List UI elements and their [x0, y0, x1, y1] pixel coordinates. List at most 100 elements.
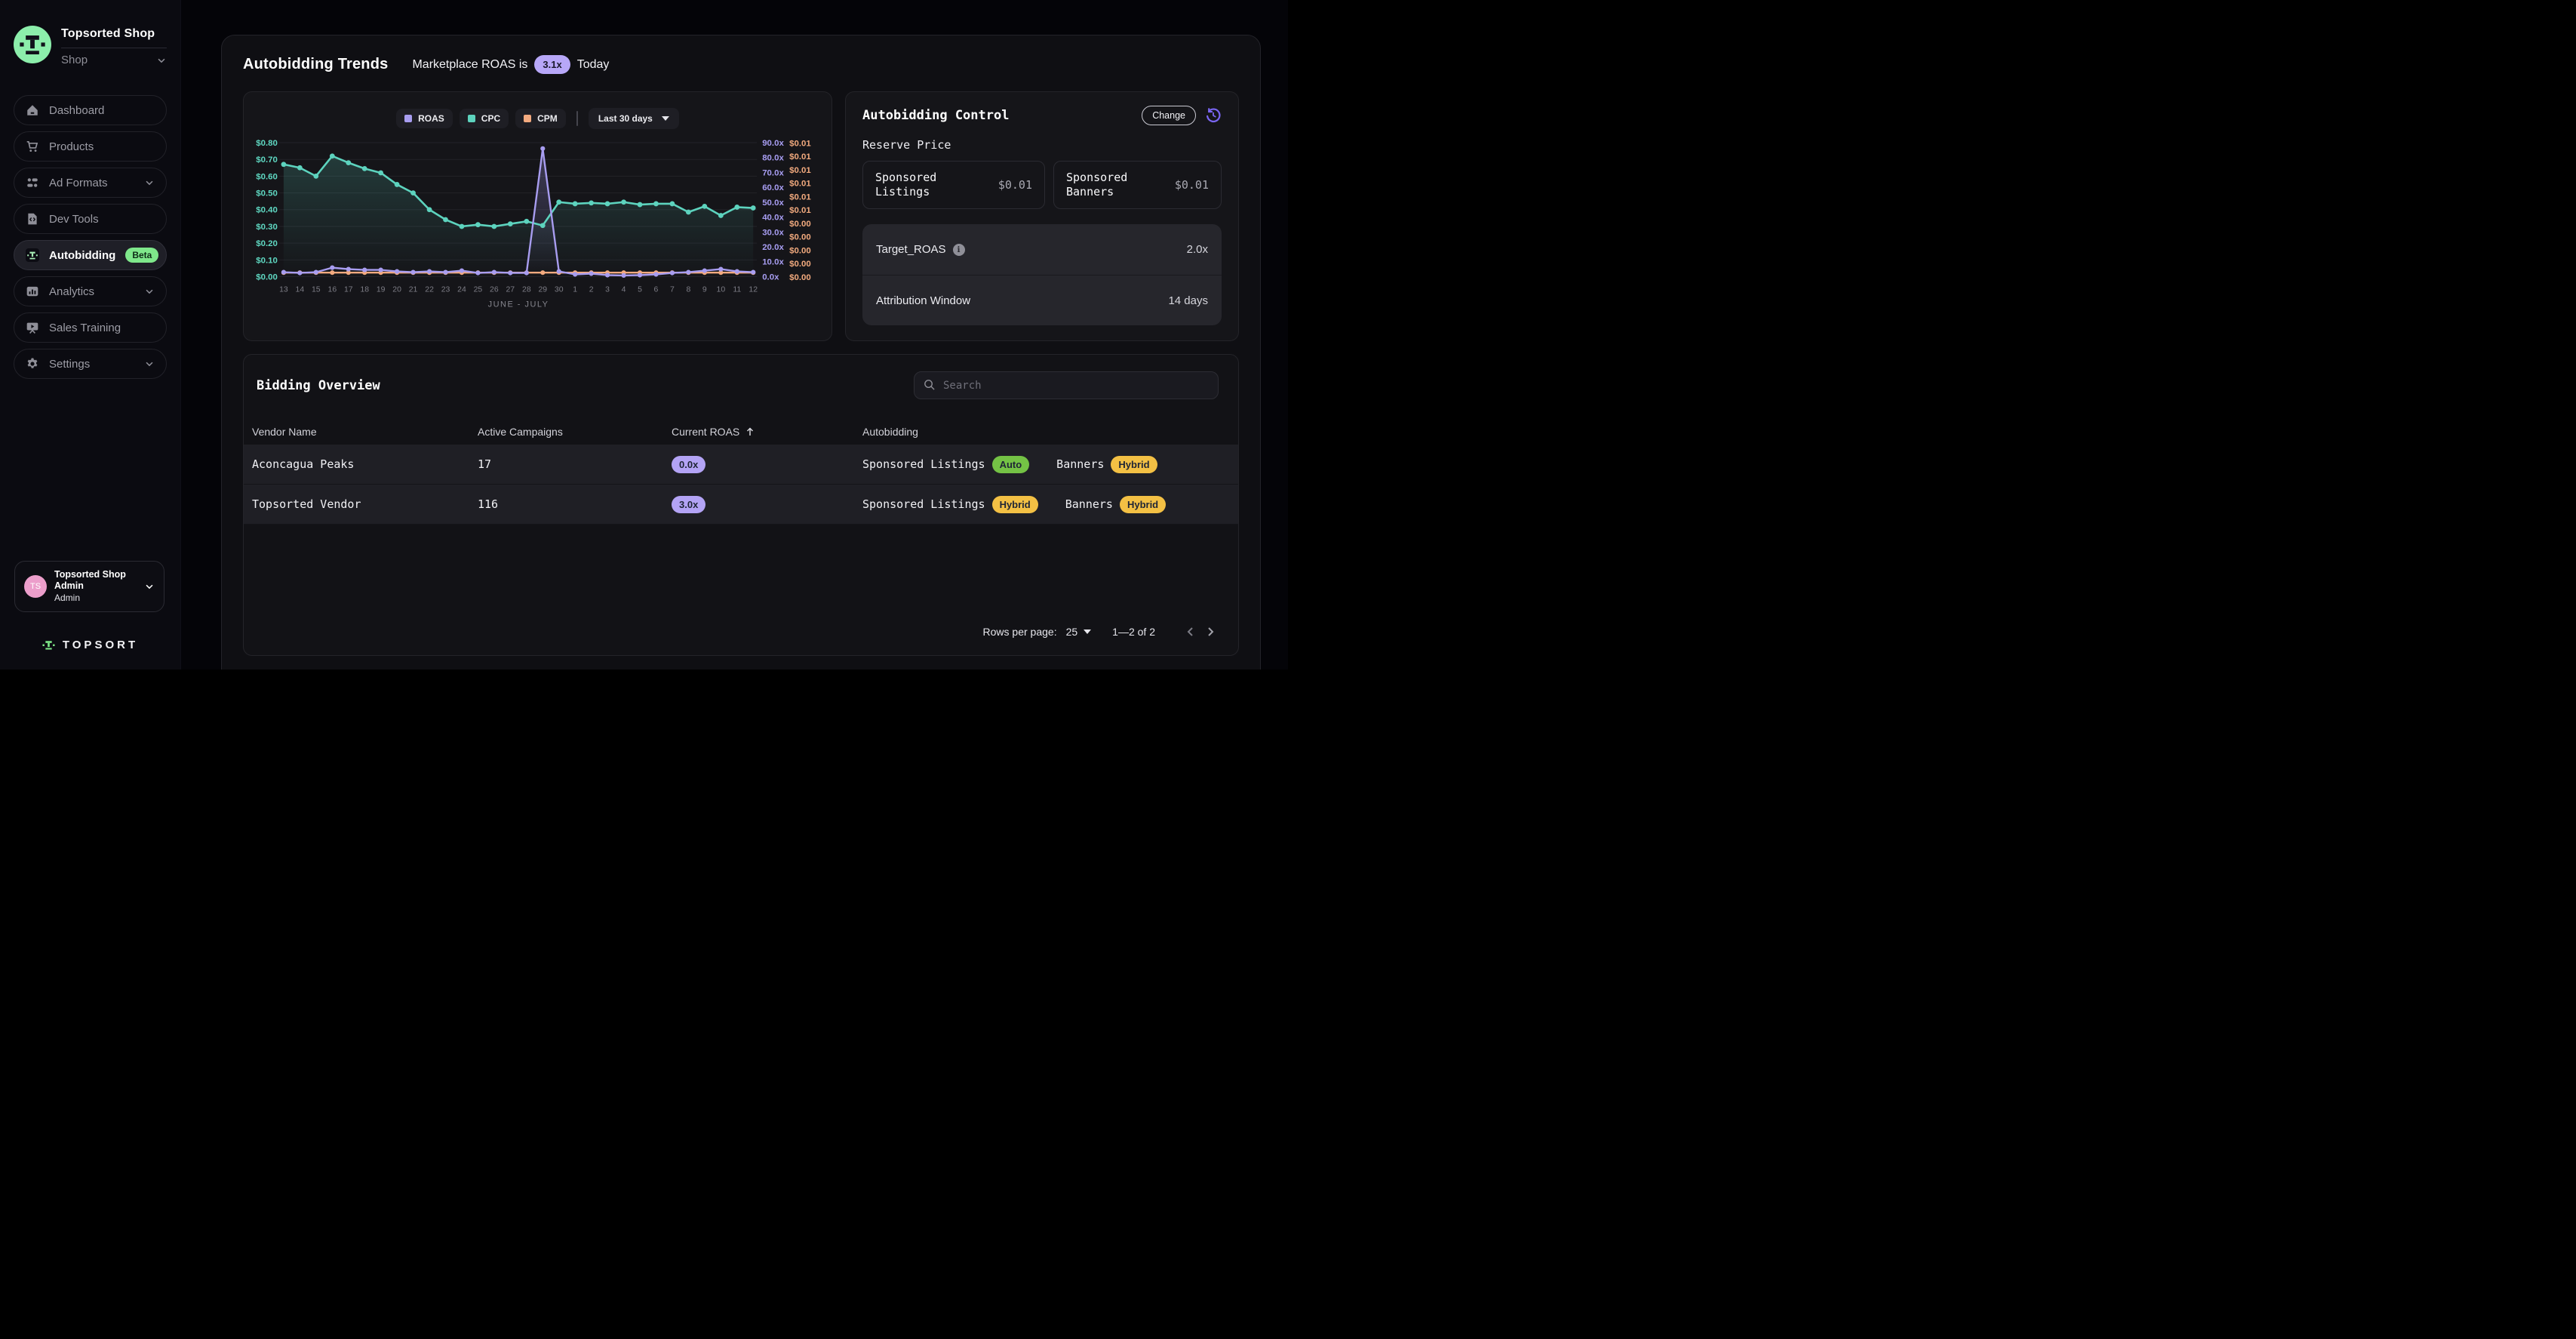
svg-text:24: 24 [457, 285, 466, 294]
chevron-down-icon [144, 359, 155, 369]
user-menu[interactable]: TS Topsorted Shop Admin Admin [14, 560, 164, 612]
bidding-overview-card: Bidding Overview Vendor Name Active Campa… [243, 354, 1239, 656]
cart-icon [26, 140, 39, 153]
legend-swatch-icon [404, 115, 413, 122]
user-name: Topsorted Shop Admin [54, 568, 126, 592]
legend-item-cpm[interactable]: CPM [515, 109, 566, 128]
listings-mode-badge[interactable]: Hybrid [991, 495, 1038, 513]
column-header-autobidding: Autobidding [862, 426, 1238, 438]
workspace-name: Topsorted Shop [61, 27, 155, 40]
banners-mode-badge[interactable]: Hybrid [1111, 455, 1157, 473]
banners-mode-badge[interactable]: Hybrid [1119, 495, 1167, 513]
workspace-header: Topsorted Shop Shop [14, 26, 167, 66]
search-input[interactable] [914, 371, 1219, 399]
listings-label: Sponsored Listings [862, 497, 985, 511]
caret-down-icon [661, 116, 669, 121]
column-header-vendor-name: Vendor Name [252, 426, 478, 438]
vendors-table: Vendor Name Active Campaigns Current ROAS A… [244, 419, 1238, 525]
chevron-down-icon [144, 581, 155, 592]
autobidding-cell: Sponsored Listings Hybrid Banners Hybrid [862, 495, 1238, 513]
svg-text:25: 25 [474, 285, 483, 294]
active-campaigns-cell: 116 [478, 497, 499, 511]
svg-text:16: 16 [328, 285, 337, 294]
sidebar-item-label: Analytics [49, 285, 95, 298]
svg-text:$0.80: $0.80 [256, 139, 278, 148]
svg-text:6: 6 [654, 285, 659, 294]
sidebar-item-sales-training[interactable]: Sales Training [14, 312, 167, 343]
svg-text:20.0x: 20.0x [762, 243, 784, 252]
chart-legend: ROAS CPC CPM Last 30 days [256, 108, 819, 129]
svg-text:26: 26 [490, 285, 499, 294]
banners-label: Banners [1065, 497, 1113, 511]
legend-label: ROAS [418, 113, 444, 124]
column-header-label: Vendor Name [252, 426, 317, 438]
setting-label: Target_ROAS [876, 243, 946, 256]
current-roas-cell: 0.0x [672, 455, 862, 473]
rows-per-page-select[interactable]: 25 [1066, 626, 1092, 638]
svg-text:$0.50: $0.50 [256, 189, 278, 199]
analytics-icon [26, 285, 39, 298]
previous-page-button[interactable] [1181, 622, 1200, 642]
user-role: Admin [54, 593, 81, 603]
column-header-active-campaigns: Active Campaigns [478, 426, 672, 438]
sidebar-item-analytics[interactable]: Analytics [14, 276, 167, 306]
svg-text:2: 2 [589, 285, 594, 294]
sidebar-item-autobidding[interactable]: Autobidding Beta [14, 240, 167, 270]
legend-item-roas[interactable]: ROAS [396, 109, 453, 128]
svg-text:1: 1 [573, 285, 577, 294]
sidebar-item-label: Autobidding [49, 248, 116, 262]
date-range-select[interactable]: Last 30 days [588, 108, 679, 129]
svg-text:0.0x: 0.0x [762, 272, 779, 282]
workspace-selector[interactable]: Shop [61, 54, 167, 66]
rows-per-page-value: 25 [1065, 626, 1078, 638]
next-page-button[interactable] [1200, 622, 1220, 642]
legend-swatch-icon [467, 115, 475, 122]
sidebar-item-products[interactable]: Products [14, 131, 167, 162]
autobidding-control-card: Autobidding Control Change [845, 91, 1239, 341]
svg-text:13: 13 [279, 285, 288, 294]
sidebar-item-ad-formats[interactable]: Ad Formats [14, 168, 167, 198]
svg-text:9: 9 [702, 285, 707, 294]
sidebar-item-dashboard[interactable]: Dashboard [14, 95, 167, 125]
table-row[interactable]: Topsorted Vendor 116 3.0x Sponsored Listing… [244, 485, 1238, 525]
users-icon [26, 176, 39, 189]
topsort-logo-icon [14, 26, 51, 63]
svg-text:11: 11 [733, 285, 741, 294]
setting-label: Attribution Window [876, 294, 971, 307]
table-pagination: Rows per page: 25 1—2 of 2 [244, 608, 1238, 655]
presentation-icon [26, 321, 39, 334]
column-header-label: Autobidding [862, 426, 918, 438]
chevron-down-icon [144, 177, 155, 188]
roas-badge: 0.0x [672, 455, 706, 473]
reserve-price-heading: Reserve Price [862, 138, 951, 152]
svg-text:JUNE - JULY: JUNE - JULY [488, 300, 549, 309]
reserve-price-value: $0.01 [1174, 178, 1209, 192]
svg-text:$0.40: $0.40 [256, 206, 278, 215]
sort-arrow-up-icon [745, 426, 755, 437]
svg-text:5: 5 [638, 285, 642, 294]
info-icon[interactable]: i [952, 243, 965, 256]
vendor-name-cell: Topsorted Vendor [252, 497, 361, 511]
sidebar-item-settings[interactable]: Settings [14, 349, 167, 379]
page-title: Autobidding Trends [243, 56, 389, 72]
svg-text:21: 21 [409, 285, 418, 294]
autobidding-panel: Autobidding Trends Marketplace ROAS is 3… [221, 35, 1261, 670]
change-button[interactable]: Change [1142, 106, 1196, 125]
legend-label: CPM [537, 113, 558, 124]
gear-icon [26, 357, 39, 371]
current-roas-cell: 3.0x [672, 495, 862, 513]
sidebar-nav: Dashboard Products Ad Formats Dev Tools Auto… [14, 95, 167, 379]
column-header-current-roas[interactable]: Current ROAS [672, 426, 862, 438]
history-restore-icon[interactable] [1205, 107, 1222, 124]
workspace-scope-label: Shop [61, 54, 88, 66]
table-row[interactable]: Aconcagua Peaks 17 0.0x Sponsored Listings A… [244, 445, 1238, 485]
workspace-meta: Topsorted Shop Shop [61, 26, 167, 66]
setting-row-attribution-window: Attribution Window 14 days [862, 275, 1222, 325]
sidebar-item-dev-tools[interactable]: Dev Tools [14, 204, 167, 234]
listings-mode-badge[interactable]: Auto [991, 455, 1030, 473]
roas-badge: 3.0x [672, 495, 706, 513]
reserve-price-row: Sponsored Listings $0.01 Sponsored Banners… [862, 161, 1222, 209]
trends-line-chart[interactable]: $0.80 $0.70 $0.60 $0.50 $0.40 $0.30 $0.20 $0.10… [256, 135, 819, 312]
code-file-icon [26, 212, 39, 226]
legend-item-cpc[interactable]: CPC [459, 109, 509, 128]
